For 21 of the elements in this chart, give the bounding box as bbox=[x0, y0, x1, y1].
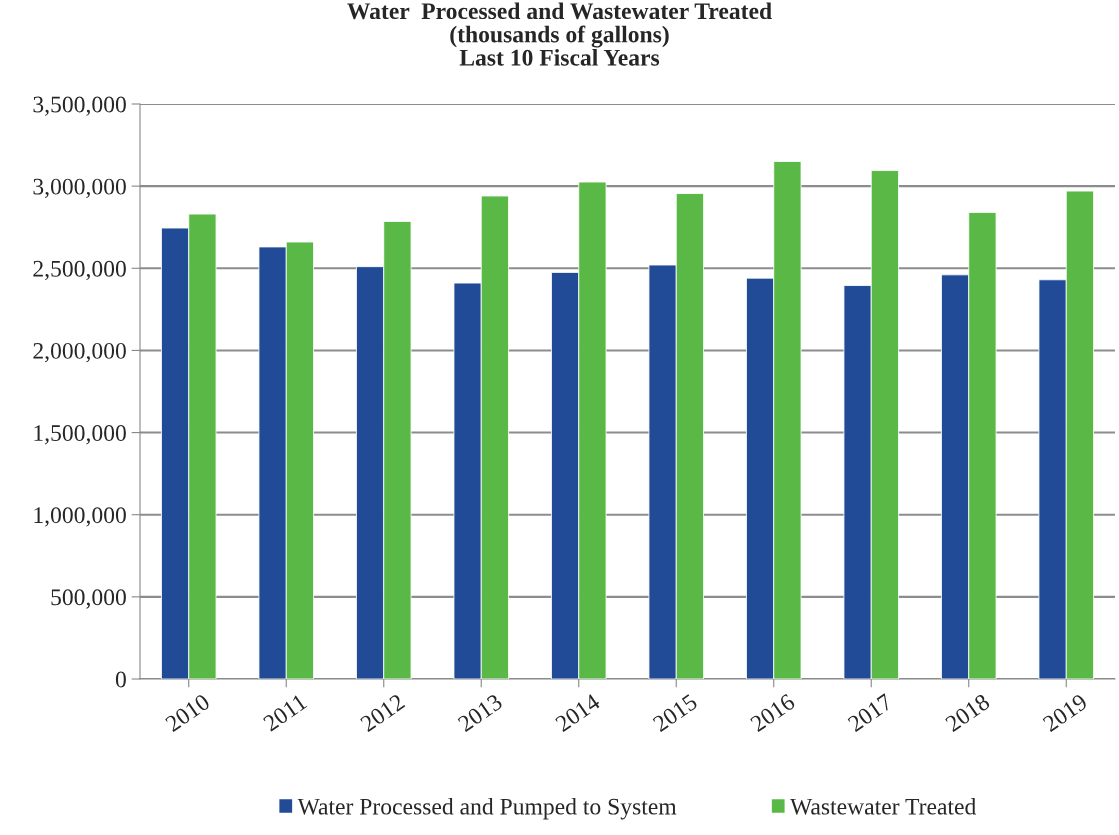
x-tick-label: 2016 bbox=[749, 693, 796, 733]
legend-label: Wastewater Treated bbox=[790, 798, 977, 815]
x-tick-label: 2018 bbox=[944, 693, 991, 733]
y-tick-label: 3,000,000 bbox=[33, 178, 126, 198]
x-tick-label: 2013 bbox=[457, 693, 504, 733]
y-tick-label: 2,000,000 bbox=[33, 342, 126, 363]
x-tick-label: 2015 bbox=[652, 693, 699, 733]
y-tick-label: 0 bbox=[115, 671, 126, 688]
y-tick-label: 2,500,000 bbox=[33, 260, 126, 281]
legend-label: Water Processed and Pumped to System bbox=[297, 798, 677, 820]
y-tick-label: 1,500,000 bbox=[34, 425, 126, 445]
y-tick-label: 1,000,000 bbox=[34, 507, 126, 527]
y-tick-label: 500,000 bbox=[51, 589, 126, 609]
x-tick-label: 2019 bbox=[1042, 693, 1089, 733]
x-tick-label: 2014 bbox=[554, 692, 602, 733]
x-tick-label: 2010 bbox=[164, 693, 211, 733]
x-tick-label: 2017 bbox=[847, 693, 894, 733]
x-tick-label: 2012 bbox=[359, 693, 406, 733]
x-tick-label: 2011 bbox=[262, 693, 308, 732]
chart-title: Water Processed and Wastewater Treated (thousands of gallons) Last 10 Fiscal Years bbox=[347, 2, 772, 66]
y-tick-label: 3,500,000 bbox=[33, 96, 126, 116]
